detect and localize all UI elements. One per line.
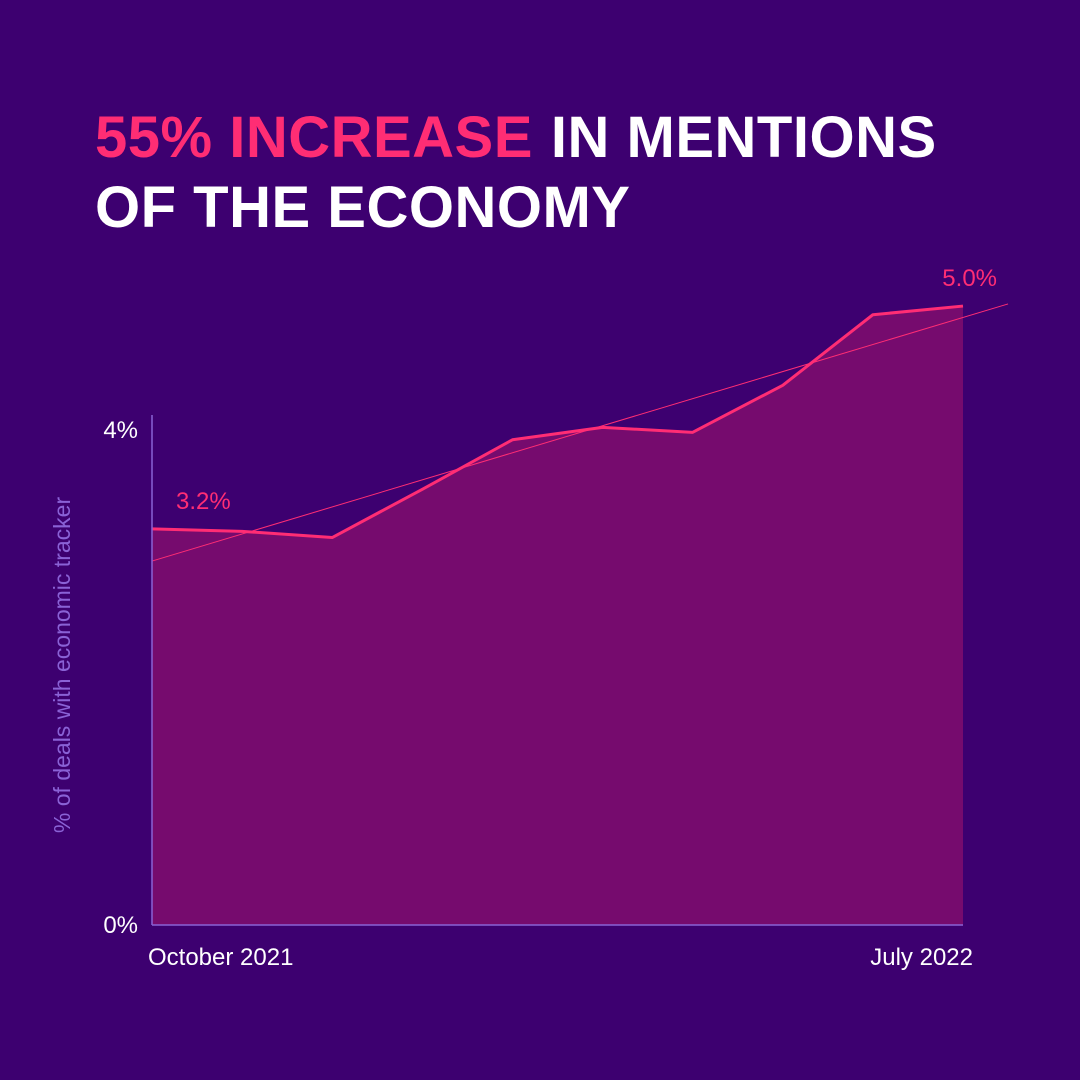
line [151,304,964,540]
y-tick-label: 4% [103,417,138,444]
title-line: OF THE ECONOMY [95,175,630,240]
value-label: 5.0% [942,265,997,292]
area [152,306,963,925]
title-line: IN MENTIONS [551,105,937,170]
trend-line [151,303,1009,562]
value-label: 3.2% [176,488,231,515]
x-tick-label: October 2021 [148,944,293,971]
y-axis-label: % of deals with economic tracker [49,497,75,834]
x-tick-label: July 2022 [870,944,973,971]
y-tick-label: 0% [103,912,138,939]
title-highlight: 55% INCREASE [95,105,533,170]
chart-title: 55% INCREASE IN MENTIONS OF THE ECONOMY [95,105,937,240]
